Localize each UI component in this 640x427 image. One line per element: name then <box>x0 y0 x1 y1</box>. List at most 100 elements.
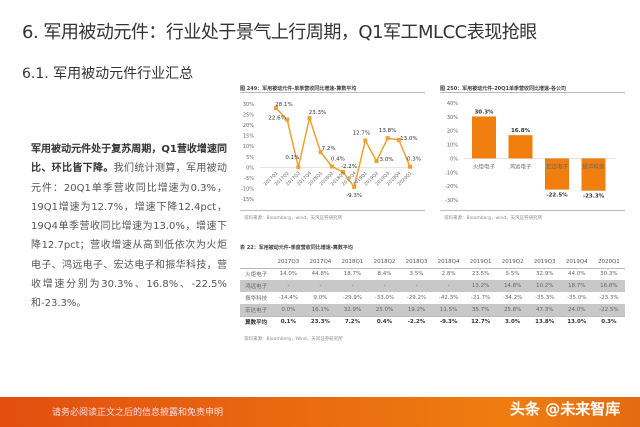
data-label: 28.1% <box>275 102 292 108</box>
data-label: 22.6% <box>268 116 285 122</box>
table-cell: -42.3% <box>438 295 459 301</box>
y-tick-label: 30% <box>447 115 458 121</box>
y-tick-label: -30% <box>445 198 458 204</box>
row-label: 振华科技 <box>245 296 268 302</box>
table-cell: 23.3% <box>304 315 337 328</box>
data-label: 13.8% <box>379 128 396 134</box>
data-label: 0.3% <box>407 157 421 163</box>
table-cell: 0.4% <box>368 315 401 328</box>
table-cell: 14.8% <box>496 280 529 292</box>
table-cell: 0.3% <box>592 315 625 328</box>
line-chart-source: 资料来源：Bloomberg，wind，天风证券研究所 <box>244 216 343 221</box>
column-header: 2018Q2 <box>368 256 401 269</box>
x-tick-label: 振华科技 <box>582 162 605 170</box>
divider <box>440 210 625 211</box>
table-cell: 30.3% <box>600 271 618 278</box>
table-cell: 8.4% <box>377 271 392 278</box>
footer-bar <box>0 397 640 427</box>
table-source: 资料来源：Bloomberg，Wind，天风证券研究所 <box>244 337 343 342</box>
column-header: 2018Q3 <box>400 256 433 269</box>
table-cell: -22.5% <box>592 304 625 316</box>
data-label: 16.8% <box>511 128 531 134</box>
body-bold-lead: 军用被动元件处于复苏周期，Q1营收增速同比、环比皆下降。 <box>31 144 227 175</box>
divider <box>240 92 425 93</box>
table-cell: 0.0% <box>272 304 305 316</box>
data-label: 13.0% <box>400 136 417 142</box>
table-cell: 44.8% <box>311 271 330 278</box>
column-header: 2019Q4 <box>560 256 593 269</box>
table-cell: 11.5% <box>432 304 465 316</box>
data-point <box>374 159 379 163</box>
data-point <box>285 117 290 122</box>
data-label: 12.7% <box>353 131 370 137</box>
table-cell: - <box>336 280 369 292</box>
table-cell: 9.0% <box>313 295 328 301</box>
table-cell: -34.2% <box>502 295 523 301</box>
y-tick-label: -15% <box>241 197 254 203</box>
y-tick-label: 0% <box>246 165 254 171</box>
y-tick-label: -20% <box>445 184 458 190</box>
table-cell: 7.2% <box>336 315 369 328</box>
table-cell: 3.5% <box>409 271 424 278</box>
table-cell: 44.0% <box>568 271 586 278</box>
data-label: 23.3% <box>309 110 326 116</box>
table-cell: -33.0% <box>374 295 395 301</box>
row-label: 鸿远电子 <box>240 280 273 292</box>
bar-chart-title: 图 250：军用被动元件-20Q1单季营收同比增速-各公司 <box>440 86 567 92</box>
table-cell: 13.2% <box>464 280 497 292</box>
table-cell: -9.3% <box>432 315 465 328</box>
table-cell: 32.9% <box>336 304 369 316</box>
table-cell: 18.7% <box>560 280 593 292</box>
footer-disclaimer: 请务必阅读正文之后的信息披露和免责申明 <box>52 408 224 418</box>
table-cell: - <box>432 280 465 292</box>
data-point <box>396 137 401 142</box>
table-cell: -14.4% <box>278 295 299 301</box>
table-cell: -35.0% <box>567 295 587 301</box>
bar <box>545 158 569 190</box>
table-row: 火炬电子 14.0% 44.8% 18.7% 8.4% 3.5% 2.8% 23.5% 5.5%… <box>240 268 625 280</box>
data-point <box>408 164 412 169</box>
row-label: 火炬电子 <box>245 272 268 279</box>
table-cell: 16.1% <box>304 304 337 316</box>
data-label: 7.2% <box>322 146 336 152</box>
table-cell: 18.7% <box>343 271 362 278</box>
y-tick-label: -5% <box>244 176 254 182</box>
column-header: 2018Q4 <box>432 256 465 269</box>
y-tick-label: 10% <box>243 144 254 150</box>
data-label: -23.3% <box>583 194 605 200</box>
column-header: 2018Q1 <box>336 256 369 269</box>
table-row: 振华科技 -14.4% 9.0% -29.9% -33.0% -29.2% -42.3% -2… <box>240 292 625 304</box>
data-label: 30.3% <box>474 109 494 115</box>
table-cell: 23.5% <box>471 271 490 278</box>
table-cell: 24.0% <box>560 304 593 316</box>
body-paragraph: 军用被动元件处于复苏周期，Q1营收增速同比、环比皆下降。我们统计测算，军用被动元… <box>31 140 227 314</box>
column-header: 2017Q4 <box>304 256 337 269</box>
column-header: 2017Q3 <box>272 256 305 269</box>
table-cell: -23.3% <box>599 295 619 301</box>
y-tick-label: 5% <box>246 155 254 161</box>
y-tick-label: 40% <box>447 101 458 107</box>
data-point <box>329 164 334 169</box>
x-tick-label: 火炬电子 <box>473 162 496 170</box>
data-label: 0.1% <box>285 155 299 161</box>
table-cell: 16.8% <box>592 280 625 292</box>
table-cell: -29.2% <box>406 295 427 301</box>
y-tick-label: 30% <box>243 102 254 108</box>
table-cell: - <box>368 280 401 292</box>
data-point <box>363 138 368 143</box>
page-title: 6. 军用被动元件：行业处于景气上行周期，Q1军工MLCC表现抢眼 <box>22 22 537 43</box>
divider <box>240 210 425 211</box>
data-point <box>352 184 357 189</box>
table-cell: 32.9% <box>535 271 554 278</box>
bar <box>508 135 533 159</box>
data-point <box>385 136 390 141</box>
column-header <box>240 256 273 269</box>
table-cell: 0.1% <box>272 315 305 328</box>
table-cell: - <box>272 280 305 292</box>
table-cell: 14.0% <box>279 271 298 278</box>
bar <box>472 116 496 159</box>
divider <box>440 92 625 93</box>
y-tick-label: 20% <box>243 123 254 129</box>
table-cell: 3.0% <box>496 315 529 328</box>
bar-chart-source: 资料来源：Bloomberg，wind，天风证券研究所 <box>444 216 543 221</box>
